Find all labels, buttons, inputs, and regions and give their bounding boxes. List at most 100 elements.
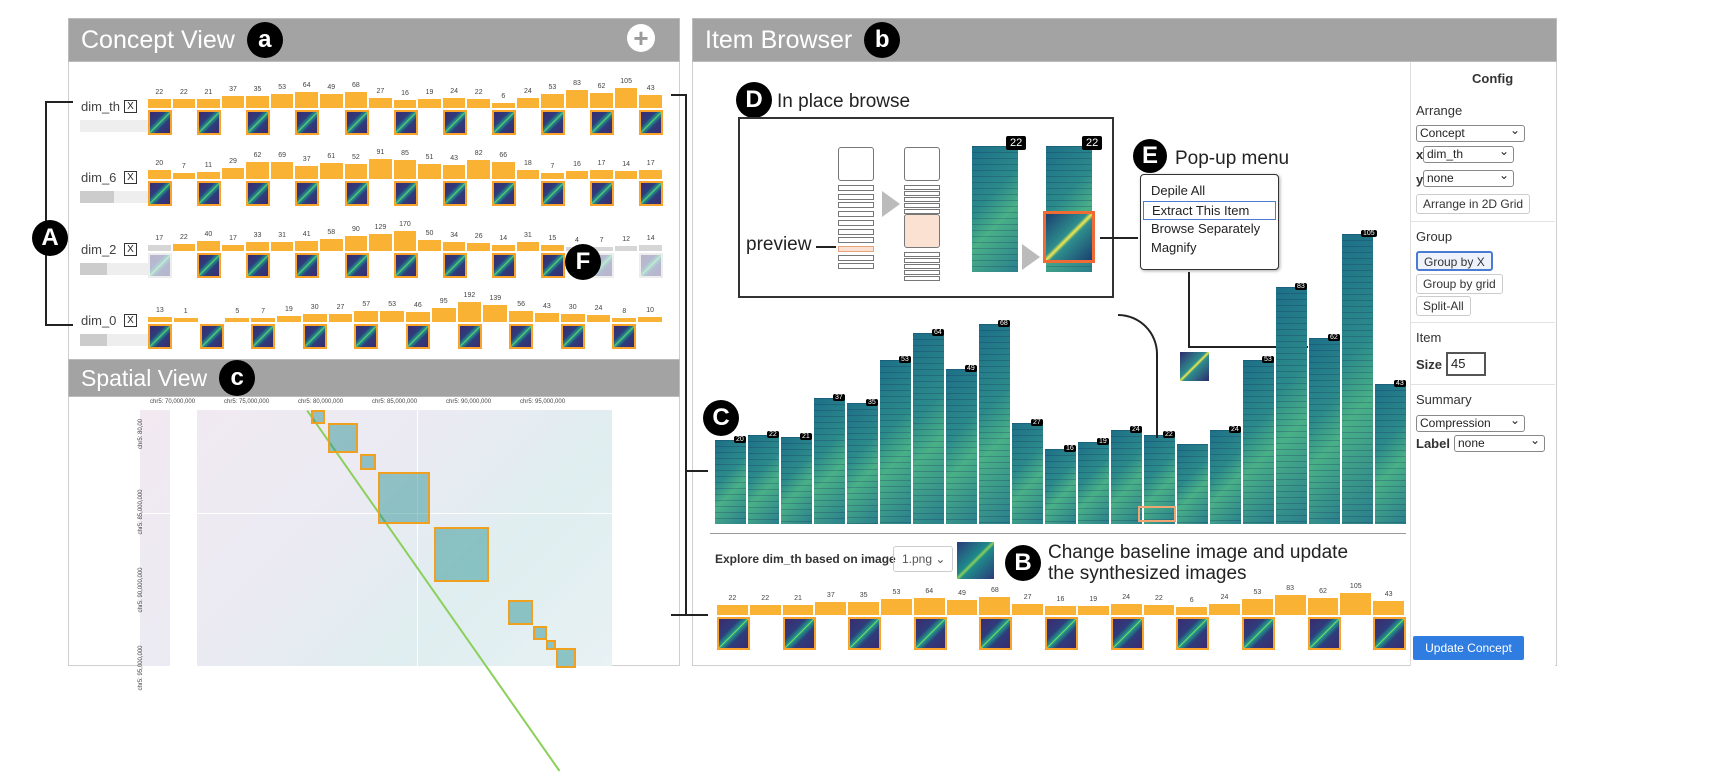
concept-thumb[interactable] xyxy=(492,181,516,206)
baseline-bar[interactable] xyxy=(848,602,880,615)
concept-thumb[interactable] xyxy=(509,324,534,349)
concept-thumb[interactable] xyxy=(148,253,172,278)
tad-box[interactable] xyxy=(378,472,430,524)
baseline-bar[interactable] xyxy=(1110,604,1142,615)
concept-bar[interactable] xyxy=(277,316,301,322)
concept-bar[interactable] xyxy=(172,173,196,179)
concept-bar[interactable] xyxy=(197,172,220,179)
concept-bar[interactable] xyxy=(467,99,490,108)
pile[interactable] xyxy=(814,398,845,524)
concept-thumb[interactable] xyxy=(197,110,222,135)
concept-thumb[interactable] xyxy=(393,181,418,206)
split-all-button[interactable]: Split-All xyxy=(1416,296,1471,316)
concept-thumb[interactable] xyxy=(639,110,664,135)
concept-bar[interactable] xyxy=(393,160,417,179)
concept-thumb[interactable] xyxy=(246,110,271,135)
concept-thumb[interactable] xyxy=(246,253,271,278)
concept-thumb[interactable] xyxy=(442,253,467,278)
pile[interactable] xyxy=(1243,360,1274,524)
concept-bar[interactable] xyxy=(328,314,353,322)
concept-bar[interactable] xyxy=(172,244,196,251)
arrange-select[interactable]: Concept xyxy=(1416,123,1525,142)
concept-bar[interactable] xyxy=(516,170,540,179)
concept-thumb[interactable] xyxy=(406,324,430,349)
concept-bar[interactable] xyxy=(614,171,638,179)
concept-bar[interactable] xyxy=(541,245,564,251)
baseline-bar[interactable] xyxy=(1077,606,1109,615)
concept-thumb[interactable] xyxy=(492,110,516,135)
pile[interactable] xyxy=(1276,287,1307,524)
concept-bar[interactable] xyxy=(344,164,368,179)
concept-bar[interactable] xyxy=(270,94,294,108)
concept-thumb[interactable] xyxy=(457,324,482,349)
summary-select[interactable]: Compression xyxy=(1416,413,1525,432)
concept-bar[interactable] xyxy=(565,90,589,108)
baseline-thumb[interactable] xyxy=(1176,617,1210,650)
concept-bar[interactable] xyxy=(467,160,490,179)
baseline-thumb[interactable] xyxy=(1307,617,1341,650)
remove-dim-button[interactable]: X xyxy=(124,100,137,113)
concept-bar[interactable] xyxy=(516,242,540,251)
concept-bar[interactable] xyxy=(148,170,171,179)
concept-bar[interactable] xyxy=(344,236,368,251)
concept-thumb[interactable] xyxy=(148,324,172,349)
remove-dim-button[interactable]: X xyxy=(124,243,137,256)
hic-matrix[interactable] xyxy=(140,410,612,772)
baseline-bar[interactable] xyxy=(717,605,748,615)
tad-box[interactable] xyxy=(311,410,325,424)
concept-bar[interactable] xyxy=(197,99,220,108)
concept-bar[interactable] xyxy=(586,315,611,322)
concept-bar[interactable] xyxy=(354,311,379,322)
concept-bar[interactable] xyxy=(225,318,250,322)
pile[interactable] xyxy=(1342,234,1373,524)
concept-thumb[interactable] xyxy=(639,181,664,206)
baseline-bar[interactable] xyxy=(946,600,978,615)
concept-thumb[interactable] xyxy=(251,324,276,349)
concept-bar[interactable] xyxy=(295,166,318,179)
concept-bar[interactable] xyxy=(246,242,269,251)
concept-bar[interactable] xyxy=(295,241,318,251)
concept-bar[interactable] xyxy=(320,163,343,179)
concept-bar[interactable] xyxy=(246,96,269,108)
group-by-grid-button[interactable]: Group by grid xyxy=(1416,274,1503,294)
concept-bar[interactable] xyxy=(431,308,456,322)
baseline-bar[interactable] xyxy=(815,602,847,615)
concept-bar[interactable] xyxy=(251,318,275,322)
pile[interactable] xyxy=(715,440,746,524)
concept-bar[interactable] xyxy=(320,94,343,108)
concept-thumb[interactable] xyxy=(354,324,379,349)
concept-thumb[interactable] xyxy=(295,181,320,206)
concept-bar[interactable] xyxy=(418,164,441,179)
concept-thumb[interactable] xyxy=(344,181,369,206)
pile[interactable] xyxy=(748,435,779,524)
tad-box[interactable] xyxy=(360,454,376,470)
concept-bar[interactable] xyxy=(148,99,171,108)
concept-bar[interactable] xyxy=(221,168,245,179)
concept-thumb[interactable] xyxy=(148,181,172,206)
pile[interactable] xyxy=(979,324,1010,524)
concept-thumb[interactable] xyxy=(199,324,224,349)
concept-bar[interactable] xyxy=(467,243,490,251)
popup-magnify[interactable]: Magnify xyxy=(1151,240,1197,255)
baseline-thumb[interactable] xyxy=(1241,617,1275,650)
concept-thumb[interactable] xyxy=(148,110,172,135)
baseline-bar[interactable] xyxy=(979,597,1011,615)
concept-bar[interactable] xyxy=(492,103,515,108)
pile[interactable] xyxy=(1012,423,1043,524)
concept-bar[interactable] xyxy=(197,241,220,251)
concept-bar[interactable] xyxy=(492,245,515,251)
concept-bar[interactable] xyxy=(612,318,637,322)
concept-bar[interactable] xyxy=(565,171,589,179)
concept-bar[interactable] xyxy=(639,170,662,179)
baseline-bar[interactable] xyxy=(881,599,912,615)
concept-bar[interactable] xyxy=(380,311,404,322)
concept-bar[interactable] xyxy=(148,317,172,322)
concept-bar[interactable] xyxy=(541,94,564,108)
concept-thumb[interactable] xyxy=(295,110,320,135)
baseline-bar[interactable] xyxy=(749,605,781,615)
baseline-thumb[interactable] xyxy=(717,617,750,650)
pile[interactable] xyxy=(880,360,911,524)
concept-bar[interactable] xyxy=(246,162,269,179)
y-select[interactable]: none xyxy=(1423,168,1514,187)
explore-image-select[interactable]: 1.png ⌄ xyxy=(893,546,953,572)
